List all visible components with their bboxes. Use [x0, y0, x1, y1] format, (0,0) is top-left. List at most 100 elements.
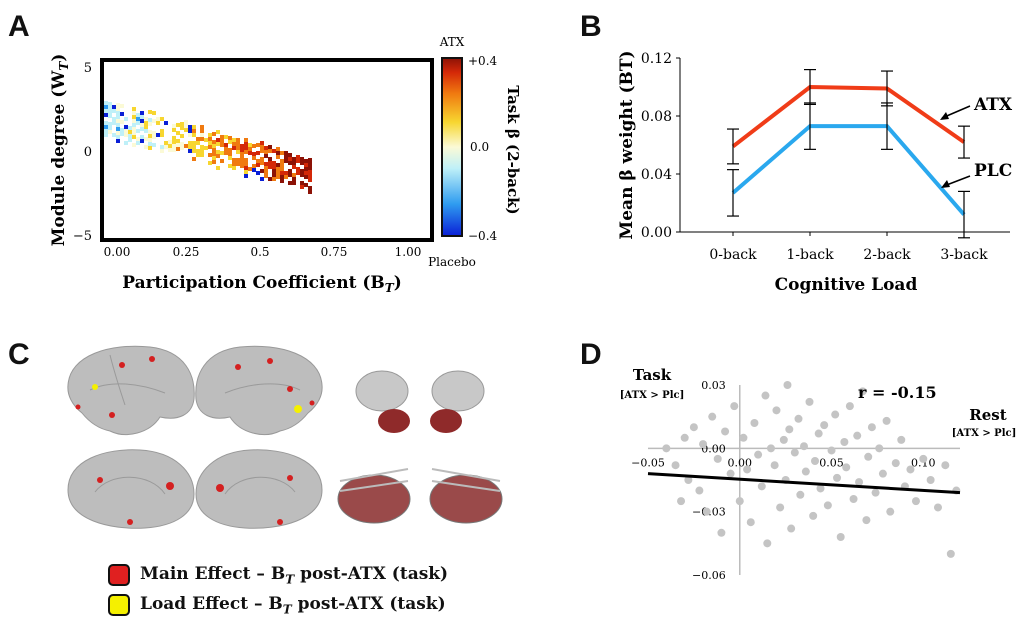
colorbar-top-label: ATX [439, 35, 465, 49]
b-series-line [731, 84, 966, 149]
heatmap-cell [288, 157, 292, 161]
heatmap-cell [212, 160, 216, 164]
b-marks: ATX PLC [727, 68, 1013, 239]
heatmap-cell [116, 103, 120, 107]
colorbar-tick: 0.0 [470, 140, 489, 154]
d-scatter-point [699, 440, 708, 449]
legend-sub: T [282, 602, 292, 617]
colorbar-tick: −0.4 [468, 229, 498, 243]
heatmap-cell [132, 135, 136, 139]
d-scatter-point [761, 391, 770, 400]
d-xtick-label: 0.05 [819, 456, 844, 469]
heatmap-cell [204, 146, 208, 150]
heatmap-cell [116, 139, 120, 143]
heatmap-cell [176, 123, 180, 127]
heatmap-cell [104, 125, 108, 129]
heatmap-cell [276, 175, 280, 179]
heatmap-cell [208, 153, 212, 157]
d-scatter-point [739, 433, 748, 442]
heatmap-cell [244, 146, 248, 150]
panel-label-a: A [8, 10, 30, 43]
legend-text: Load Effect – B [140, 594, 283, 614]
heatmap-cell [280, 175, 284, 179]
heatmap-cell [192, 125, 196, 129]
heatmap-cell [288, 169, 292, 173]
heatmap-cell [300, 169, 304, 173]
heatmap-cell [276, 167, 280, 171]
heatmap-cell [280, 179, 284, 183]
heatmap-cell [300, 181, 304, 185]
d-y-axis-subtitle: [ATX > Plc] [620, 390, 685, 401]
heatmap-cell [192, 133, 196, 137]
legend-main-effect: Main Effect – BT post-ATX (task) [108, 564, 448, 586]
heatmap-cell [200, 153, 204, 157]
heatmap-cell [140, 115, 144, 119]
d-scatter-point [836, 533, 845, 541]
heatmap-cell [112, 117, 116, 121]
b-series-label-atx: ATX [973, 95, 1013, 115]
heatmap-cell [108, 110, 112, 114]
heatmap-cell [164, 141, 168, 145]
heatmap-cell [180, 122, 184, 126]
heatmap-cell [272, 173, 276, 177]
heatmap-cell [152, 135, 156, 139]
heatmap-cell [116, 115, 120, 119]
heatmap-cell [300, 185, 304, 189]
d-scatter-point [800, 442, 808, 451]
heatmap-cell [244, 174, 248, 178]
heatmap-cell [156, 121, 160, 125]
heatmap-cell [172, 124, 176, 128]
heatmap-cell [128, 126, 132, 130]
legend-rest: post-ATX (task) [291, 594, 446, 614]
heatmap-cell [240, 148, 244, 152]
heatmap-cell [112, 109, 116, 113]
heatmap-cell [260, 177, 264, 181]
b-xtick-label: 3-back [940, 247, 988, 263]
heatmap-cell [140, 119, 144, 123]
heatmap-cell [216, 138, 220, 142]
b-y-axis-title: Mean β weight (BT) [617, 50, 637, 239]
heatmap-cell [192, 157, 196, 161]
heatmap-cell [108, 114, 112, 118]
heatmap-cell [284, 175, 288, 179]
heatmap-cells [104, 101, 312, 194]
heatmap-cell [172, 144, 176, 148]
d-scatter-point [820, 421, 829, 430]
panel-c-brain-renderings [67, 345, 503, 529]
heatmap-cell [188, 145, 192, 149]
heatmap-cell [140, 139, 144, 143]
d-scatter-point [776, 503, 785, 512]
heatmap-cell [236, 138, 240, 142]
y-axis-title: Module degree (WT) [49, 54, 71, 247]
heatmap-cell [260, 169, 264, 173]
b-ytick-label: 0.12 [641, 51, 672, 67]
d-scatter-point [783, 381, 792, 389]
heatmap-cell [144, 125, 148, 129]
d-scatter-point [926, 476, 935, 484]
heatmap-cell [200, 149, 204, 153]
heatmap-cell [284, 159, 288, 163]
heatmap-cell [264, 166, 268, 170]
panel-label-d: D [580, 338, 602, 371]
heatmap-cell [292, 181, 296, 185]
d-scatter-point [827, 446, 836, 455]
heatmap-cell [256, 163, 260, 167]
d-scatter-point [730, 402, 739, 411]
heatmap-cell [200, 145, 204, 149]
heatmap-cell [148, 110, 152, 114]
heatmap-cell [176, 131, 180, 135]
d-scatter-point [809, 511, 818, 520]
heatmap-cell [304, 171, 308, 175]
panel-d-scatter: −0.050.000.050.100.030.00−0.03−0.06 r = … [620, 366, 1017, 582]
heatmap-cell [308, 186, 312, 190]
heatmap-cell [196, 137, 200, 141]
heatmap-cell [136, 117, 140, 121]
heatmap-cell [240, 164, 244, 168]
heatmap-cell [288, 161, 292, 165]
d-scatter-point [750, 419, 759, 427]
heatmap-cell [132, 131, 136, 135]
d-scatter-point [766, 444, 775, 453]
heatmap-cell [256, 171, 260, 175]
heatmap-cell [196, 149, 200, 153]
b-ytick-label: 0.04 [641, 167, 672, 183]
